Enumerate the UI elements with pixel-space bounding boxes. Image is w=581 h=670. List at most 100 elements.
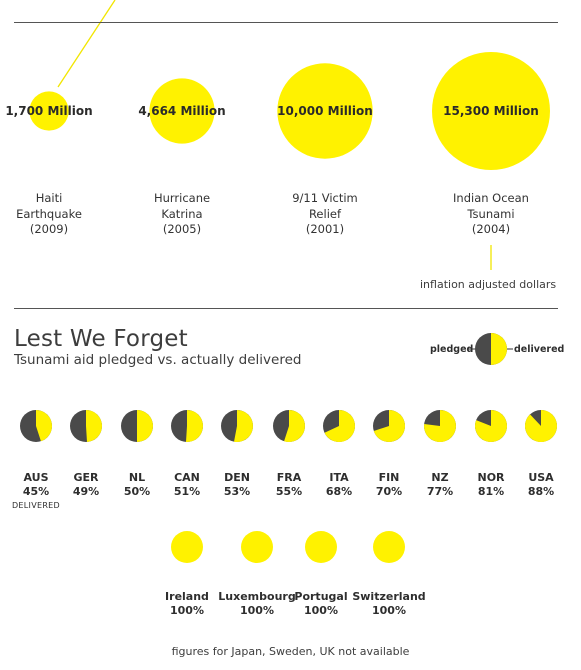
pie-nor	[475, 410, 507, 442]
pointer-line	[57, 0, 116, 88]
country-percent: 77%	[426, 485, 454, 498]
bubble-2	[149, 78, 215, 144]
pie-luxembourg	[241, 531, 273, 563]
country-percent: 100%	[304, 604, 338, 617]
bubble-label-line: Hurricane	[153, 191, 211, 205]
pie-switzerland	[373, 531, 405, 563]
pie-nz-delivered	[424, 410, 456, 442]
country-label-switzerland: Switzerland 100%	[344, 590, 434, 618]
country-percent: 100%	[170, 604, 204, 617]
pie-aus	[20, 410, 52, 442]
country-label-ita: ITA 68%	[306, 471, 372, 499]
pie-ita-delivered	[324, 410, 355, 442]
country-percent: 50%	[123, 485, 151, 498]
legend-delivered-label: delivered	[514, 344, 565, 355]
country-percent: 49%	[72, 485, 100, 498]
pie-switzerland-pledged	[373, 531, 405, 563]
bubble-label-3: 9/11 Victim Relief (2001)	[255, 191, 395, 238]
country-code: AUS	[23, 471, 49, 484]
footnote: figures for Japan, Sweden, UK not availa…	[171, 645, 410, 658]
top-divider	[14, 22, 558, 23]
country-code: GER	[73, 471, 99, 484]
country-percent: 51%	[173, 485, 201, 498]
pie-aus-delivered	[36, 410, 52, 442]
country-label-luxembourg: Luxembourg 100%	[212, 590, 302, 618]
pie-luxembourg-pledged	[241, 531, 273, 563]
bubble-4	[432, 52, 550, 170]
pie-ireland	[171, 531, 203, 563]
pie-fra	[273, 410, 305, 442]
bubble-label-line: Earthquake	[16, 206, 82, 221]
pie-fin	[373, 410, 406, 442]
country-percent: 100%	[240, 604, 274, 617]
country-label-portugal: Portugal 100%	[276, 590, 366, 618]
bubble-value-2: 4,664 Million	[138, 104, 225, 118]
pie-portugal	[305, 531, 337, 563]
pie-usa	[525, 410, 557, 442]
country-percent: 88%	[527, 485, 555, 498]
country-percent: 81%	[477, 485, 505, 498]
bubble-value-3: 10,000 Million	[277, 104, 373, 118]
bubble-label-line: (2004)	[471, 222, 511, 236]
bubble-label-line: Tsunami	[467, 206, 515, 221]
pie-can-delivered	[185, 410, 203, 442]
country-label-den: DEN 53%	[204, 471, 270, 499]
pie-portugal-pledged	[305, 531, 337, 563]
country-label-fra: FRA 55%	[256, 471, 322, 499]
country-label-aus: AUS 45% DELIVERED	[3, 471, 69, 513]
legend-pie	[467, 333, 513, 365]
chart-title: Lest We Forget	[14, 326, 188, 352]
country-code: Switzerland	[352, 590, 426, 603]
pie-ita	[323, 410, 355, 442]
inflation-note: inflation adjusted dollars	[420, 278, 557, 291]
delivered-caption: DELIVERED	[11, 501, 61, 510]
country-label-can: CAN 51%	[154, 471, 220, 499]
pie-ger-delivered	[86, 410, 103, 442]
country-code: Luxembourg	[218, 590, 296, 603]
middle-divider	[14, 308, 558, 309]
pie-den	[221, 410, 253, 442]
bubble-label-2: Hurricane Katrina (2005)	[112, 191, 252, 238]
country-percent: 100%	[372, 604, 406, 617]
bubble-label-line: Haiti	[35, 191, 63, 205]
country-label-nz: NZ 77%	[407, 471, 473, 499]
country-label-ireland: Ireland 100%	[142, 590, 232, 618]
bubble-label-line: 9/11 Victim	[292, 191, 358, 205]
pie-nz	[424, 410, 456, 442]
pie-ger	[70, 410, 103, 442]
pie-can	[171, 410, 203, 442]
country-label-nor: NOR 81%	[458, 471, 524, 499]
country-label-ger: GER 49%	[53, 471, 119, 499]
country-code: NL	[128, 471, 146, 484]
country-percent: 68%	[325, 485, 353, 498]
country-percent: 45%	[22, 485, 50, 498]
legend-pie-mark	[475, 333, 507, 365]
country-percent: 53%	[223, 485, 251, 498]
pie-den-delivered	[234, 410, 253, 442]
bubble-label-line: (2005)	[162, 222, 202, 236]
country-code: DEN	[224, 471, 250, 484]
bubble-label-line: (2001)	[305, 222, 345, 236]
bubble-value-4: 15,300 Million	[443, 104, 539, 118]
pie-ireland-pledged	[171, 531, 203, 563]
country-percent: 55%	[275, 485, 303, 498]
pie-nl-delivered	[137, 410, 153, 442]
country-code: NZ	[431, 471, 449, 484]
bubble-value-1: 1,700 Million	[5, 104, 92, 118]
bubble-label-line: Indian Ocean	[453, 191, 529, 205]
pie-usa-delivered	[525, 410, 557, 442]
country-code: Portugal	[294, 590, 348, 603]
bubble-label-line: Katrina	[161, 206, 203, 221]
pie-fin-delivered	[373, 410, 406, 442]
legend-pledged-label: pledged	[430, 344, 474, 355]
country-pies	[20, 410, 557, 563]
country-label-nl: NL 50%	[104, 471, 170, 499]
country-code: ITA	[329, 471, 349, 484]
pie-nor-delivered	[475, 410, 507, 442]
country-label-usa: USA 88%	[508, 471, 574, 499]
country-label-fin: FIN 70%	[356, 471, 422, 499]
pie-fra-delivered	[284, 410, 305, 442]
country-code: Ireland	[165, 590, 209, 603]
country-code: NOR	[477, 471, 505, 484]
pie-nl	[121, 410, 153, 442]
